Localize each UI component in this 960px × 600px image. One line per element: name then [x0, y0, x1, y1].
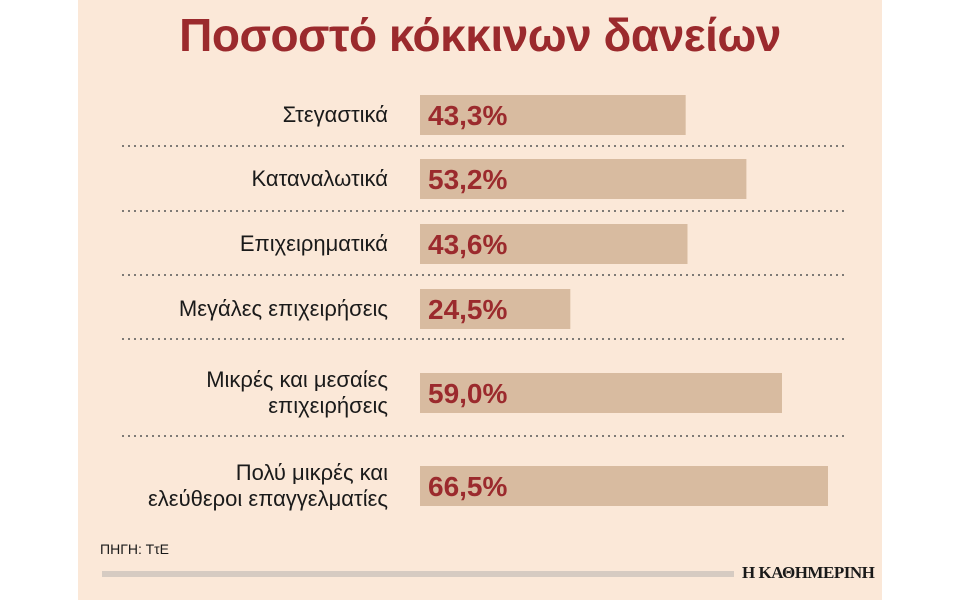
category-label: Μεγάλες επιχειρήσεις — [179, 296, 388, 321]
bar — [420, 373, 782, 413]
value-label: 59,0% — [428, 378, 507, 409]
bar — [420, 159, 747, 199]
category-label: Επιχειρηματικά — [240, 231, 388, 256]
source-note: ΠΗΓΗ: ΤτΕ — [100, 541, 169, 557]
bar — [420, 224, 688, 264]
category-label: ελεύθεροι επαγγελματίες — [148, 486, 388, 511]
bar — [420, 95, 686, 135]
category-label: Μικρές και μεσαίες — [206, 367, 388, 392]
category-label: επιχειρήσεις — [268, 393, 388, 418]
value-label: 53,2% — [428, 164, 507, 195]
category-label: Στεγαστικά — [283, 102, 389, 127]
bar — [420, 466, 828, 506]
value-label: 66,5% — [428, 471, 507, 502]
value-label: 24,5% — [428, 294, 507, 325]
value-label: 43,3% — [428, 100, 507, 131]
chart-title: Ποσοστό κόκκινων δανείων — [179, 9, 781, 61]
category-label: Πολύ μικρές και — [236, 460, 388, 485]
brand-logo: Η ΚΑΘΗΜΕΡΙΝΗ — [742, 563, 875, 582]
category-label: Καταναλωτικά — [251, 166, 388, 191]
bar — [420, 289, 571, 329]
footer-rule — [102, 571, 734, 577]
value-label: 43,6% — [428, 229, 507, 260]
